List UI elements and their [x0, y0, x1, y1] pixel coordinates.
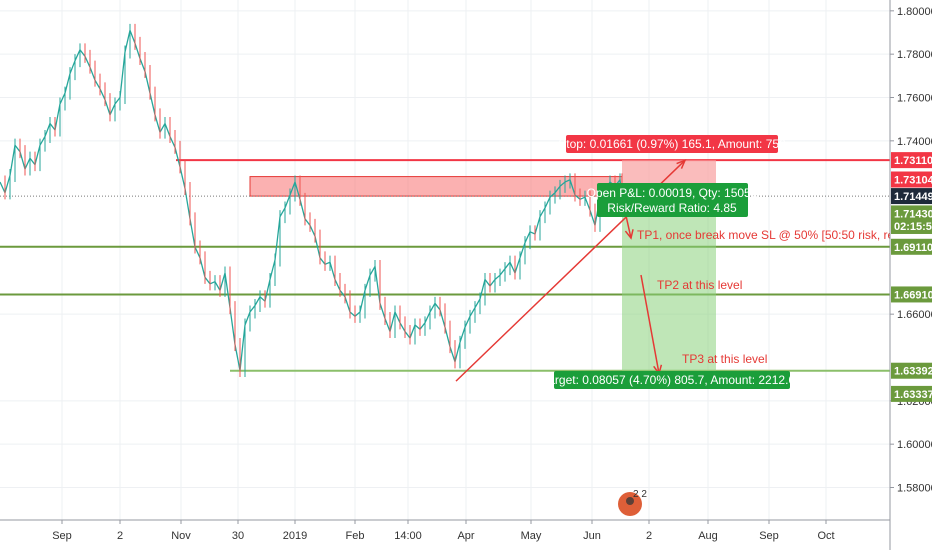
annotation-labels: Stop: 0.01661 (0.97%) 165.1, Amount: 750…: [542, 135, 923, 389]
price-series: [0, 24, 622, 377]
price-label-7: 1.63392: [891, 363, 932, 379]
tp2-note: TP2 at this level: [657, 278, 742, 292]
y-tick-label-1: 1.78000: [897, 49, 932, 61]
svg-text:1.66910: 1.66910: [894, 289, 932, 301]
price-axis-bg: [890, 0, 932, 550]
price-label-5: 1.69110: [891, 239, 932, 255]
x-tick-label-11: Aug: [698, 530, 718, 542]
x-tick-label-1: 2: [117, 530, 123, 542]
x-tick-label-7: Apr: [457, 530, 474, 542]
x-tick-label-12: Sep: [759, 530, 779, 542]
x-tick-label-5: Feb: [346, 530, 365, 542]
x-tick-label-3: 30: [232, 530, 244, 542]
rr-ratio-text: Risk/Reward Ratio: 4.85: [607, 201, 737, 215]
open-pnl-text: Open P&L: 0.00019, Qty: 15051: [587, 186, 758, 200]
x-tick-label-0: Sep: [52, 530, 72, 542]
x-tick-label-4: 2019: [283, 530, 307, 542]
x-tick-label-9: Jun: [583, 530, 601, 542]
price-label-0: 1.73110: [891, 152, 932, 168]
tp3-note: TP3 at this level: [682, 352, 767, 366]
target-box[interactable]: Target: 0.08057 (4.70%) 805.7, Amount: 2…: [542, 371, 802, 389]
chart-grid: [0, 0, 890, 520]
svg-text:Target: 0.08057 (4.70%) 805.7,: Target: 0.08057 (4.70%) 805.7, Amount: 2…: [542, 373, 802, 387]
stop-box[interactable]: Stop: 0.01661 (0.97%) 165.1, Amount: 750: [558, 135, 786, 153]
price-label-2: 1.71449: [891, 188, 932, 204]
badge-count: 2 2: [633, 489, 647, 500]
svg-text:1.63337: 1.63337: [894, 389, 932, 401]
x-tick-label-13: Oct: [817, 530, 834, 542]
price-label-4: 02:15:52: [891, 218, 932, 234]
svg-text:02:15:52: 02:15:52: [894, 221, 932, 233]
svg-text:Stop: 0.01661 (0.97%) 165.1, A: Stop: 0.01661 (0.97%) 165.1, Amount: 750: [558, 137, 786, 151]
tp1-note: TP1, once break move SL @ 50% [50:50 ris…: [637, 228, 924, 242]
avatar-badge[interactable]: 2 2: [618, 489, 647, 516]
price-label-6: 1.66910: [891, 286, 932, 302]
x-tick-label-10: 2: [646, 530, 652, 542]
resistance-zone[interactable]: [250, 177, 622, 197]
series-line-0: [0, 30, 622, 370]
svg-text:1.73104: 1.73104: [894, 175, 932, 187]
price-label-1: 1.73104: [891, 172, 932, 188]
y-tick-label-6: 1.60000: [897, 439, 932, 451]
svg-text:1.69110: 1.69110: [894, 242, 932, 254]
x-tick-label-6: 14:00: [394, 530, 422, 542]
x-tick-label-2: Nov: [171, 530, 191, 542]
y-tick-label-2: 1.76000: [897, 93, 932, 105]
svg-text:1.73110: 1.73110: [894, 155, 932, 167]
y-tick-label-7: 1.58000: [897, 483, 932, 495]
y-tick-label-0: 1.80000: [897, 6, 932, 18]
x-tick-label-8: May: [521, 530, 542, 542]
y-tick-label-3: 1.74000: [897, 136, 932, 148]
svg-text:1.71449: 1.71449: [894, 191, 932, 203]
pnl-box[interactable]: Open P&L: 0.00019, Qty: 15051Risk/Reward…: [587, 183, 758, 217]
price-label-8: 1.63337: [891, 386, 932, 402]
y-tick-label-4: 1.66000: [897, 309, 932, 321]
svg-text:1.63392: 1.63392: [894, 366, 932, 378]
